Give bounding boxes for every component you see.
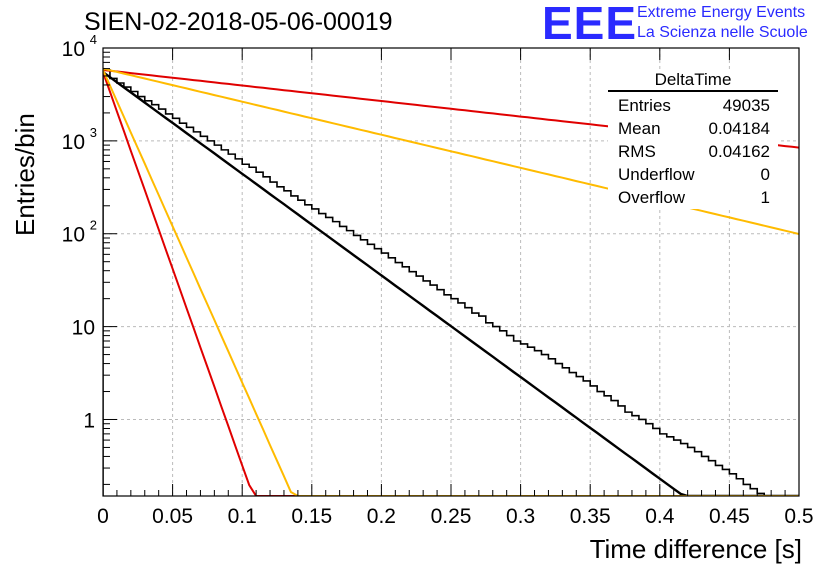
y-axis-title: Entries/bin bbox=[10, 113, 40, 236]
y-tick-exponent: 3 bbox=[90, 125, 97, 140]
stats-row: Overflow 1 bbox=[608, 186, 778, 209]
fit-line bbox=[103, 71, 799, 496]
stats-label: Overflow bbox=[618, 188, 686, 207]
y-tick-label: 10 bbox=[62, 131, 85, 154]
x-tick-label: 0.25 bbox=[431, 505, 472, 528]
x-tick-label: 0.2 bbox=[367, 505, 396, 528]
fit-line bbox=[103, 71, 799, 496]
stats-row: Mean 0.04184 bbox=[608, 117, 778, 140]
stats-box: DeltaTime Entries 49035 Mean 0.04184 RMS… bbox=[608, 70, 778, 209]
x-tick-label: 0.1 bbox=[228, 505, 257, 528]
x-tick-label: 0 bbox=[97, 505, 109, 528]
eee-logo: EEE bbox=[542, 0, 638, 49]
stats-label: Mean bbox=[618, 119, 661, 138]
stats-row: Entries 49035 bbox=[608, 94, 778, 117]
stats-value: 0.04162 bbox=[708, 142, 770, 161]
stats-value: 1 bbox=[760, 188, 770, 207]
x-tick-label: 0.45 bbox=[709, 505, 750, 528]
x-tick-label: 0.05 bbox=[152, 505, 193, 528]
stats-label: RMS bbox=[618, 142, 656, 161]
y-tick-exponent: 4 bbox=[90, 32, 97, 47]
x-tick-label: 0.5 bbox=[784, 505, 813, 528]
stats-label: Underflow bbox=[618, 165, 695, 184]
stats-label: Entries bbox=[618, 96, 671, 115]
y-tick-label: 10 bbox=[72, 317, 95, 340]
run-title: SIEN-02-2018-05-06-00019 bbox=[84, 8, 393, 36]
stats-row: RMS 0.04162 bbox=[608, 140, 778, 163]
y-tick-label: 10 bbox=[62, 38, 85, 61]
stats-value: 0 bbox=[760, 165, 770, 184]
brand-line-2: La Scienza nelle Scuole bbox=[637, 24, 808, 41]
stats-row: Underflow 0 bbox=[608, 163, 778, 186]
y-tick-label: 1 bbox=[83, 409, 95, 432]
y-tick-exponent: 2 bbox=[90, 218, 97, 233]
stats-value: 49035 bbox=[722, 96, 770, 115]
fit-line bbox=[103, 69, 799, 496]
x-tick-label: 0.3 bbox=[506, 505, 535, 528]
x-axis-title: Time difference [s] bbox=[589, 534, 802, 564]
x-tick-label: 0.4 bbox=[645, 505, 675, 528]
stats-title: DeltaTime bbox=[608, 70, 778, 92]
brand-line-1: Extreme Energy Events bbox=[637, 4, 806, 21]
x-tick-label: 0.35 bbox=[570, 505, 611, 528]
histogram-outline bbox=[103, 69, 799, 496]
y-tick-label: 10 bbox=[62, 224, 85, 247]
stats-value: 0.04184 bbox=[708, 119, 770, 138]
x-tick-label: 0.15 bbox=[291, 505, 332, 528]
